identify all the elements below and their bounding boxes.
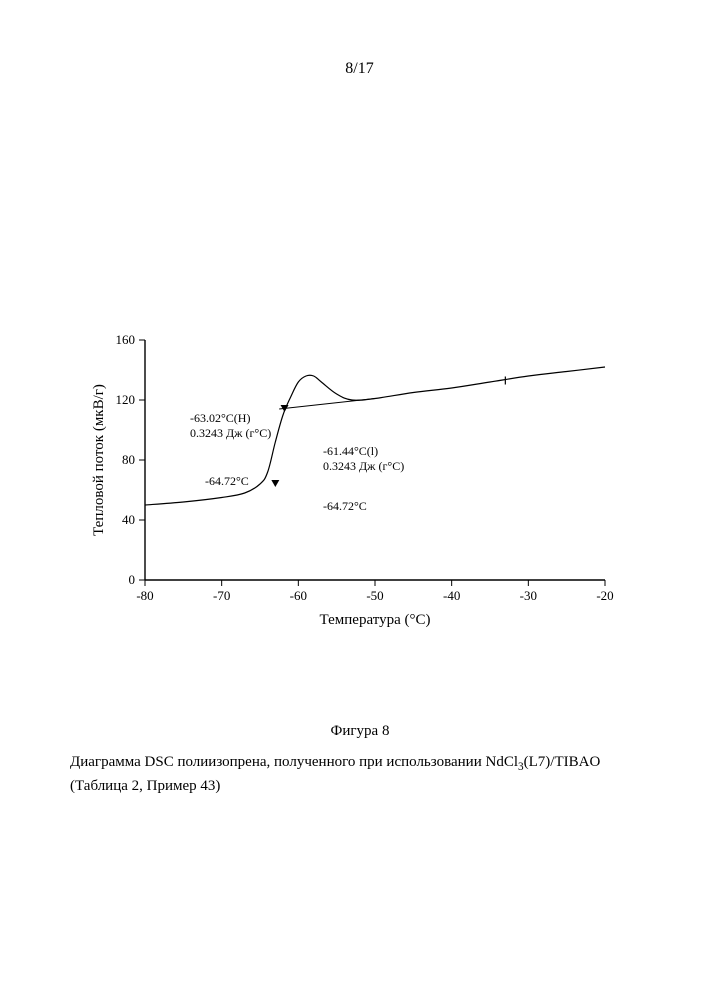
svg-text:Температура (°С): Температура (°С) — [320, 612, 431, 628]
svg-text:80: 80 — [122, 452, 135, 467]
svg-text:-20: -20 — [596, 588, 613, 603]
figure-title-prefix: Диаграмма DSC полиизопрена, полученного … — [70, 754, 485, 770]
page-number: 8/17 — [0, 60, 719, 78]
page-number-text: 8/17 — [345, 60, 373, 77]
figure-number: Фигура 8 — [70, 720, 650, 743]
svg-text:-40: -40 — [443, 588, 460, 603]
svg-text:160: 160 — [116, 332, 136, 347]
figure-title-suffix: (Таблица 2, Пример 43) — [70, 778, 220, 794]
svg-text:-64.72°С: -64.72°С — [323, 499, 367, 513]
svg-text:-60: -60 — [290, 588, 307, 603]
svg-text:Тепловой поток (мкВ/г): Тепловой поток (мкВ/г) — [91, 384, 107, 536]
svg-text:-70: -70 — [213, 588, 230, 603]
svg-text:-61.44°С(l): -61.44°С(l) — [323, 444, 378, 458]
figure-title: Диаграмма DSC полиизопрена, полученного … — [70, 751, 650, 798]
svg-text:40: 40 — [122, 512, 135, 527]
figure-caption: Фигура 8 Диаграмма DSC полиизопрена, пол… — [70, 720, 650, 798]
figure-formula: NdCl3(L7)/TIBAO — [485, 754, 600, 770]
svg-text:-64.72°С: -64.72°С — [205, 474, 249, 488]
svg-text:-63.02°С(Н): -63.02°С(Н) — [190, 411, 250, 425]
svg-text:0.3243 Дж (г°С): 0.3243 Дж (г°С) — [190, 426, 271, 440]
svg-text:120: 120 — [116, 392, 136, 407]
figure-number-text: Фигура 8 — [331, 723, 390, 739]
svg-text:0.3243 Дж (г°С): 0.3243 Дж (г°С) — [323, 459, 404, 473]
svg-text:-30: -30 — [520, 588, 537, 603]
svg-text:0: 0 — [129, 572, 136, 587]
svg-text:-80: -80 — [136, 588, 153, 603]
svg-text:-50: -50 — [366, 588, 383, 603]
dsc-chart: 0 40 80 120 160 -80 -70 -60 -50 -40 -30 -20 Температ… — [85, 330, 625, 640]
